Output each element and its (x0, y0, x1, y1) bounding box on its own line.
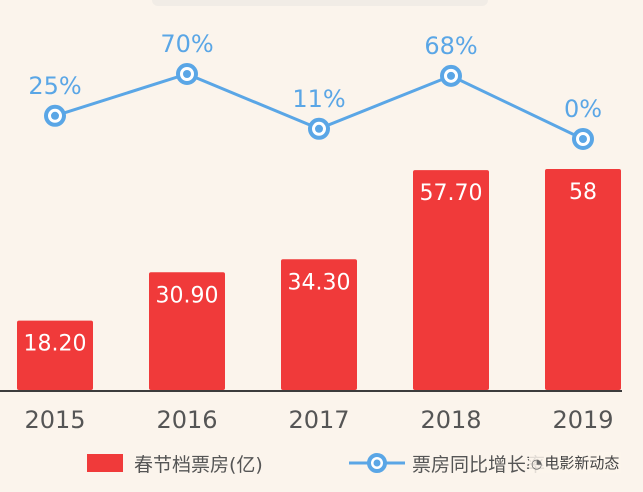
bar-2015 (17, 320, 93, 390)
growth-rate-point-center (51, 111, 59, 120)
growth-rate-label: 0% (564, 95, 602, 123)
bar-value-label: 30.90 (156, 283, 219, 308)
growth-rate-point-center (315, 124, 323, 133)
x-tick-label: 2018 (420, 406, 481, 434)
legend-line-label: 票房同比增长率 (412, 454, 546, 476)
legend: 春节档票房(亿) 票房同比增长率 (0, 447, 643, 481)
legend-bar-swatch (87, 454, 123, 472)
watermark: ◔ 电影新动态 (529, 452, 622, 473)
growth-rate-label: 70% (160, 30, 213, 58)
watermark-text: 电影新动态 (544, 454, 620, 472)
growth-rate-label: 11% (292, 85, 345, 113)
growth-rate-point-center (183, 70, 191, 78)
x-tick-label: 2019 (552, 406, 613, 434)
bar-value-label: 57.70 (420, 181, 483, 206)
bar-value-label: 58 (569, 180, 597, 205)
bar-value-label: 34.30 (288, 270, 351, 295)
legend-line-swatch (349, 453, 405, 473)
wechat-icon: ◔ (531, 457, 543, 472)
bar-2019 (545, 169, 621, 390)
x-tick-label: 2017 (288, 406, 349, 434)
combo-chart: 18.20 30.90 34.30 57.70 58 2015 2016 2017 2018 2… (0, 30, 622, 434)
growth-rate-label: 68% (424, 32, 477, 60)
top-decoration-bar (152, 0, 488, 6)
bar-2018 (413, 170, 489, 390)
bar-2017 (281, 259, 357, 390)
bar-2016 (149, 272, 225, 390)
growth-rate-point-center (447, 71, 455, 80)
growth-rate-label: 25% (28, 72, 81, 100)
bar-value-label: 18.20 (24, 332, 87, 357)
x-tick-label: 2016 (156, 406, 217, 434)
legend-bar-label: 春节档票房(亿) (134, 454, 263, 476)
growth-rate-point-center (579, 135, 587, 143)
x-tick-label: 2015 (24, 406, 85, 434)
